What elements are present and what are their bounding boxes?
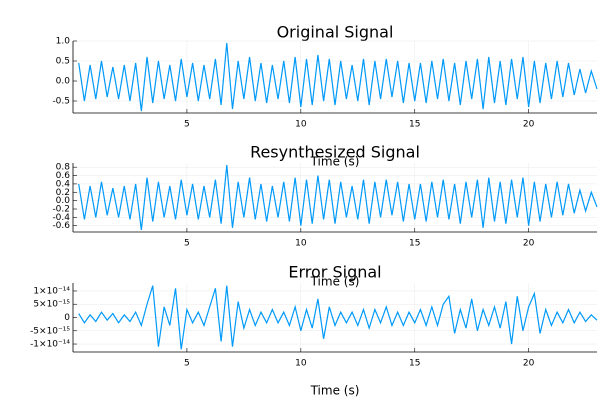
- y-tick-label: -0.4: [52, 213, 70, 223]
- x-tick-label: 5: [184, 120, 190, 130]
- y-tick-label: 5×10⁻¹⁵: [33, 300, 70, 310]
- signal-line: [78, 42, 598, 112]
- y-tick-label: -0.5: [52, 97, 70, 107]
- x-tick-label: 5: [184, 359, 190, 369]
- x-tick-label: 15: [409, 120, 420, 130]
- y-tick-label: -0.2: [52, 205, 70, 215]
- y-tick-label: 0.6: [56, 171, 71, 181]
- y-tick-label: -5×10⁻¹⁵: [30, 326, 70, 336]
- chart-title: Resynthesized Signal: [250, 143, 420, 162]
- y-tick-label: -0.6: [52, 221, 70, 231]
- y-tick-label: 0.2: [56, 188, 70, 198]
- x-axis-label: Time (s): [310, 275, 360, 289]
- x-tick-label: 15: [409, 359, 420, 369]
- x-axis-label: Time (s): [310, 384, 360, 398]
- x-tick-label: 20: [523, 239, 535, 249]
- x-tick-label: 15: [409, 239, 420, 249]
- x-tick-label: 10: [295, 239, 307, 249]
- y-tick-label: 0.4: [56, 179, 71, 189]
- y-tick-label: 0: [64, 313, 70, 323]
- x-tick-label: 10: [295, 359, 307, 369]
- signal-line: [78, 285, 598, 350]
- x-tick-label: 5: [184, 239, 190, 249]
- y-tick-label: 0.5: [56, 57, 70, 67]
- y-tick-label: 1×10⁻¹⁴: [33, 286, 70, 296]
- x-tick-label: 10: [295, 120, 307, 130]
- x-tick-label: 20: [523, 359, 535, 369]
- chart-title: Original Signal: [277, 23, 394, 42]
- y-tick-label: 0.8: [56, 163, 71, 173]
- y-tick-label: 1.0: [56, 37, 71, 47]
- x-tick-label: 20: [523, 120, 535, 130]
- x-axis-label: Time (s): [310, 155, 360, 169]
- signal-line: [78, 165, 598, 230]
- y-tick-label: 0.0: [56, 77, 71, 87]
- chart-title: Error Signal: [288, 263, 381, 282]
- y-tick-label: -1×10⁻¹⁴: [30, 340, 70, 350]
- y-tick-label: 0.0: [56, 196, 71, 206]
